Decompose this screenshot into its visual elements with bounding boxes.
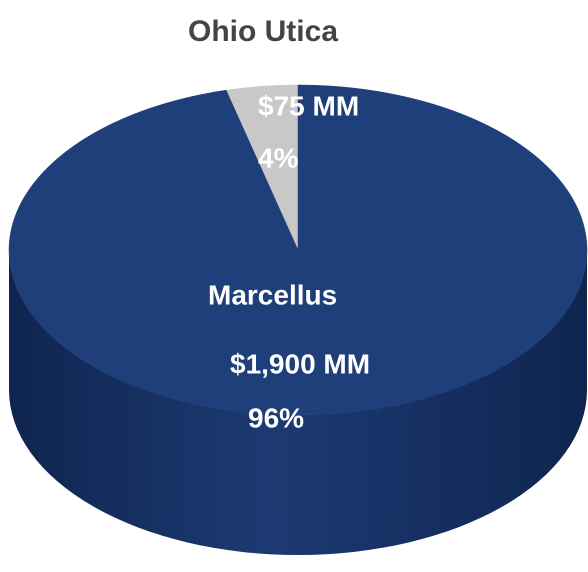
slice-side	[9, 250, 587, 555]
value-label: 4%	[258, 142, 299, 173]
slice	[8, 84, 588, 416]
amount-label: $1,900 MM	[230, 348, 370, 379]
chart-title: Ohio Utica	[188, 15, 338, 48]
value-label: 96%	[248, 402, 304, 433]
amount-label: $75 MM	[258, 90, 359, 121]
pie	[8, 84, 588, 555]
slice-label: Marcellus	[208, 279, 337, 310]
